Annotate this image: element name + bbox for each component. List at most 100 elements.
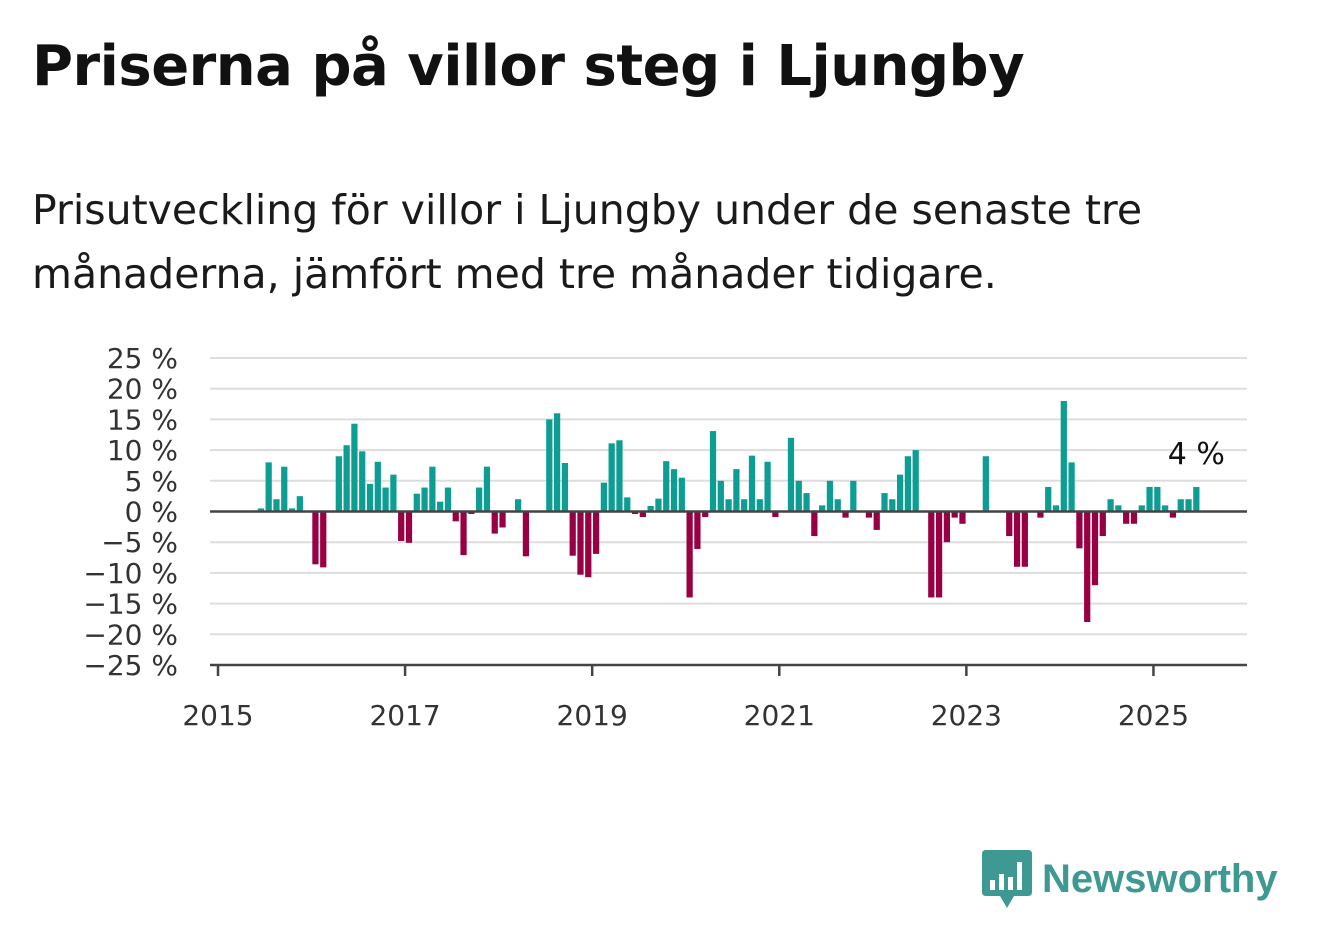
bar <box>1037 511 1044 518</box>
bar <box>896 474 904 512</box>
bar <box>359 451 366 512</box>
bar <box>343 445 350 512</box>
bar <box>421 487 428 512</box>
x-tick-label: 2021 <box>744 699 815 732</box>
bar <box>912 450 919 512</box>
bar <box>522 511 530 557</box>
bar <box>639 511 646 518</box>
x-axis-ticks: 2015 2017 2019 2021 2023 2025 <box>182 665 1189 732</box>
bar <box>1068 462 1075 512</box>
bar <box>959 511 966 524</box>
bar <box>265 462 272 512</box>
bar <box>398 511 405 541</box>
y-tick-label: −10 % <box>83 557 178 590</box>
bar <box>842 511 849 518</box>
bar <box>982 456 989 512</box>
bar <box>483 466 491 512</box>
bar <box>935 511 943 598</box>
bar <box>647 505 654 512</box>
bar <box>1130 511 1138 524</box>
bar <box>444 487 452 512</box>
bar <box>694 511 701 549</box>
gridlines <box>210 357 1247 636</box>
bar <box>733 469 740 512</box>
bar <box>1107 499 1114 512</box>
bar <box>717 480 724 512</box>
bar <box>312 511 319 565</box>
bar <box>592 511 600 554</box>
bar <box>257 508 264 512</box>
bar <box>803 493 810 512</box>
y-axis-ticks: 25 %20 %15 %10 %5 %0 %−5 %−10 %−15 %−20 … <box>83 342 178 682</box>
bar <box>928 511 935 598</box>
y-tick-label: −20 % <box>83 618 178 651</box>
bar <box>1169 511 1177 518</box>
bar <box>1146 486 1153 512</box>
bar <box>499 511 506 528</box>
bar <box>741 499 748 512</box>
bar <box>413 493 420 512</box>
bar <box>515 499 522 512</box>
bar <box>772 511 779 518</box>
bar <box>889 499 896 512</box>
bar <box>1045 486 1052 512</box>
bar <box>351 423 358 512</box>
y-tick-label: 5 % <box>125 465 178 498</box>
bar <box>756 499 763 512</box>
bar <box>795 480 802 512</box>
bar <box>1060 400 1067 512</box>
bar <box>1076 511 1083 549</box>
bar <box>725 499 732 512</box>
bar <box>281 466 288 512</box>
bar <box>1115 505 1122 512</box>
bar <box>390 474 397 512</box>
bar <box>819 505 826 512</box>
bar <box>273 499 280 512</box>
bar <box>709 431 717 512</box>
bar <box>904 456 912 512</box>
x-tick-label: 2025 <box>1118 699 1189 732</box>
y-tick-label: −5 % <box>101 526 178 559</box>
bar <box>834 499 841 512</box>
y-tick-label: 25 % <box>107 342 178 375</box>
bar <box>1084 511 1091 623</box>
bar <box>569 511 576 556</box>
bar <box>437 501 444 512</box>
bar <box>608 443 615 512</box>
bar <box>686 511 693 598</box>
brand-name: Newsworthy <box>1042 856 1278 901</box>
bar <box>476 487 483 512</box>
bar <box>429 466 436 512</box>
bar <box>366 483 374 512</box>
bar <box>405 511 413 543</box>
bar <box>561 462 569 512</box>
newsworthy-logo[interactable]: Newsworthy <box>982 850 1278 908</box>
bar <box>1193 486 1200 512</box>
bar <box>787 437 795 512</box>
bar <box>1013 511 1021 567</box>
bar <box>678 477 685 512</box>
chart-title: Priserna på villor steg i Ljungby <box>32 34 1025 99</box>
bar <box>943 511 950 543</box>
y-tick-label: 0 % <box>125 496 178 529</box>
bar <box>881 493 888 512</box>
bar <box>748 455 756 512</box>
bar <box>850 480 857 512</box>
bar <box>826 480 834 512</box>
bar <box>655 498 662 512</box>
bar <box>951 511 958 518</box>
bar <box>873 511 880 530</box>
bar <box>1123 511 1130 524</box>
bar <box>1006 511 1013 537</box>
bar <box>811 511 818 537</box>
bar <box>553 413 561 512</box>
bar <box>452 511 459 522</box>
y-tick-label: −15 % <box>83 588 178 621</box>
y-tick-label: 15 % <box>107 403 178 436</box>
bar <box>663 461 670 512</box>
bar <box>1021 511 1028 567</box>
y-tick-label: 20 % <box>107 373 178 406</box>
bar <box>764 461 771 512</box>
bar <box>670 469 678 512</box>
x-tick-label: 2019 <box>557 699 628 732</box>
